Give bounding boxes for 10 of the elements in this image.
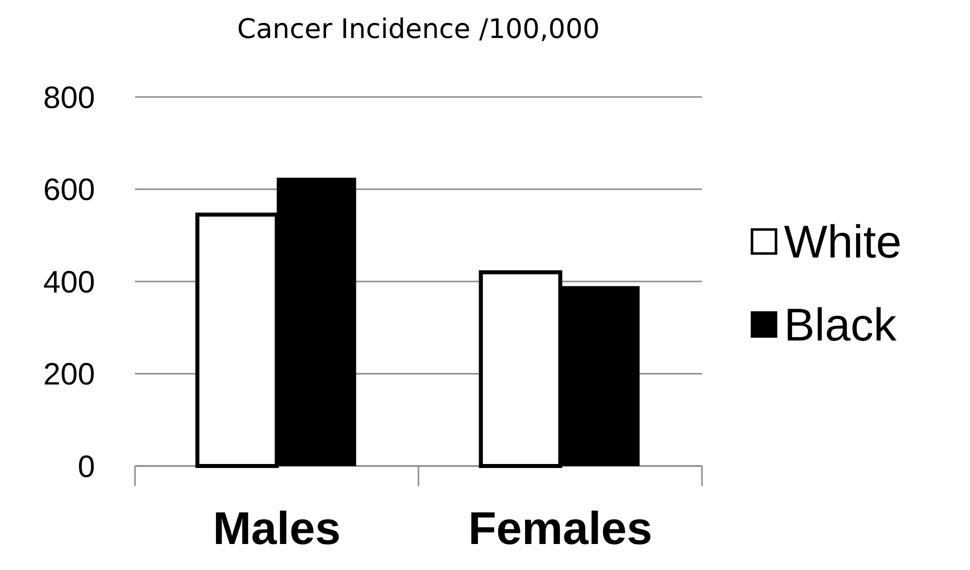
legend-label: White	[784, 216, 902, 268]
y-tick-label: 400	[43, 264, 95, 300]
y-tick-label: 200	[43, 356, 95, 392]
x-tick-label: Females	[468, 502, 652, 554]
chart-title: Cancer Incidence /100,000	[237, 14, 600, 45]
y-tick-label: 600	[43, 172, 95, 208]
legend-label: Black	[784, 298, 898, 351]
y-tick-label: 800	[43, 80, 95, 115]
y-tick-label: 0	[78, 448, 95, 484]
x-tick-label: Males	[212, 502, 341, 554]
